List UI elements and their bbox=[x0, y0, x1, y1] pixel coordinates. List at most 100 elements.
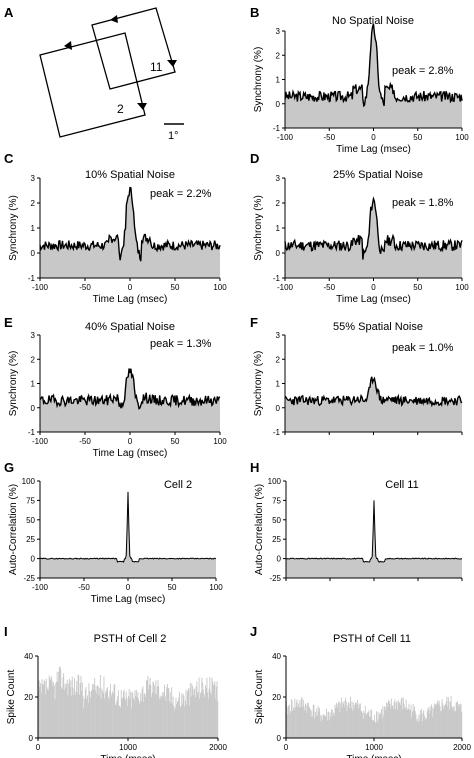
psth-bar bbox=[443, 708, 444, 738]
psth-bar bbox=[307, 702, 308, 738]
psth-bar bbox=[367, 712, 368, 738]
x-axis-label: Time Lag (msec) bbox=[336, 144, 411, 155]
psth-bar bbox=[118, 705, 120, 738]
y-tick-label: 3 bbox=[276, 331, 281, 340]
psth-bar bbox=[400, 698, 402, 738]
psth-bar bbox=[381, 718, 383, 738]
peak-annotation: peak = 1.0% bbox=[392, 342, 454, 354]
psth-bar bbox=[365, 713, 367, 738]
psth-bar bbox=[207, 699, 209, 738]
psth-bar bbox=[137, 692, 139, 738]
psth-bar bbox=[95, 686, 97, 738]
x-tick-label: -100 bbox=[277, 283, 294, 292]
psth-bar bbox=[53, 682, 55, 738]
psth-bar bbox=[148, 689, 150, 738]
psth-bar bbox=[431, 707, 433, 738]
psth-bar bbox=[379, 712, 381, 738]
psth-bar bbox=[414, 711, 416, 738]
psth-bar bbox=[120, 689, 122, 738]
psth-bar bbox=[191, 683, 193, 738]
y-tick-label: 2 bbox=[276, 355, 281, 364]
psth-bar bbox=[354, 704, 356, 738]
y-tick-label: -1 bbox=[28, 428, 36, 437]
y-tick-label: 1 bbox=[276, 224, 281, 233]
x-tick-label: 50 bbox=[168, 583, 177, 592]
psth-bar bbox=[362, 712, 363, 738]
psth-bar bbox=[342, 702, 344, 738]
psth-bar bbox=[343, 703, 344, 738]
y-tick-label: 100 bbox=[268, 477, 282, 486]
psth-bar bbox=[456, 702, 458, 738]
psth-bar bbox=[376, 721, 378, 738]
psth-bar bbox=[417, 722, 419, 738]
psth-bar bbox=[344, 706, 346, 738]
psth-bar bbox=[175, 697, 177, 738]
psth-bar bbox=[351, 701, 353, 738]
psth-bar bbox=[337, 704, 339, 738]
x-tick-label: 100 bbox=[213, 283, 227, 292]
psth-bar bbox=[109, 690, 111, 738]
rf-label-11: 11 bbox=[150, 60, 163, 74]
psth-bar bbox=[360, 710, 362, 738]
psth-bar bbox=[94, 678, 96, 738]
y-axis-label: Spike Count bbox=[6, 670, 17, 725]
panel-label-i: I bbox=[4, 624, 8, 639]
psth-bar bbox=[132, 693, 134, 738]
x-tick-label: 50 bbox=[171, 437, 180, 446]
psth-bar bbox=[382, 706, 384, 738]
chart-title: 25% Spatial Noise bbox=[333, 169, 423, 181]
y-tick-label: 2 bbox=[276, 199, 281, 208]
panel-label-g: G bbox=[4, 460, 14, 475]
y-tick-label: -25 bbox=[269, 574, 281, 583]
psth-bar bbox=[395, 702, 397, 738]
psth-bar bbox=[71, 695, 73, 738]
psth-bar bbox=[375, 723, 377, 738]
psth-bar bbox=[321, 715, 323, 738]
psth-bar bbox=[153, 685, 155, 738]
psth-bar bbox=[421, 721, 423, 738]
x-tick-label: -50 bbox=[323, 133, 335, 142]
psth-bar bbox=[166, 686, 168, 738]
psth-bar bbox=[50, 679, 52, 738]
psth-bar bbox=[331, 709, 332, 738]
psth-bar bbox=[340, 703, 342, 738]
psth-bar bbox=[202, 682, 204, 738]
psth-bar bbox=[405, 699, 407, 738]
psth-bar bbox=[408, 703, 410, 738]
psth-bar bbox=[176, 703, 178, 738]
series-line bbox=[284, 376, 463, 408]
psth-bar bbox=[452, 706, 454, 738]
psth-bar bbox=[370, 709, 372, 738]
psth-bar bbox=[183, 696, 185, 738]
psth-bar bbox=[187, 688, 189, 738]
x-tick-label: 1000 bbox=[119, 743, 137, 752]
psth-bar bbox=[112, 691, 114, 738]
psth-bar bbox=[316, 708, 318, 738]
psth-bar bbox=[188, 688, 190, 738]
psth-bar bbox=[153, 682, 155, 738]
series-area bbox=[285, 198, 462, 278]
x-tick-label: 1000 bbox=[365, 743, 383, 752]
psth-bar bbox=[141, 688, 143, 738]
psth-bar bbox=[294, 698, 296, 738]
psth-bar bbox=[43, 679, 45, 738]
psth-bar bbox=[61, 689, 63, 738]
psth-bar bbox=[156, 686, 158, 738]
psth-bar bbox=[203, 693, 205, 738]
psth-bar bbox=[328, 720, 330, 738]
psth-bar bbox=[177, 701, 179, 738]
psth-bar bbox=[207, 692, 209, 738]
psth-bar bbox=[58, 671, 60, 738]
psth-bar bbox=[92, 684, 93, 738]
psth-bar bbox=[411, 717, 413, 738]
psth-bar bbox=[458, 707, 460, 738]
psth-bar bbox=[457, 704, 459, 738]
psth-bar bbox=[38, 680, 40, 738]
psth-bar bbox=[327, 712, 329, 738]
psth-bar bbox=[61, 687, 62, 738]
psth-bar bbox=[56, 671, 58, 738]
psth-bar bbox=[166, 684, 168, 738]
psth-bar bbox=[293, 707, 294, 738]
series-area bbox=[40, 491, 216, 578]
